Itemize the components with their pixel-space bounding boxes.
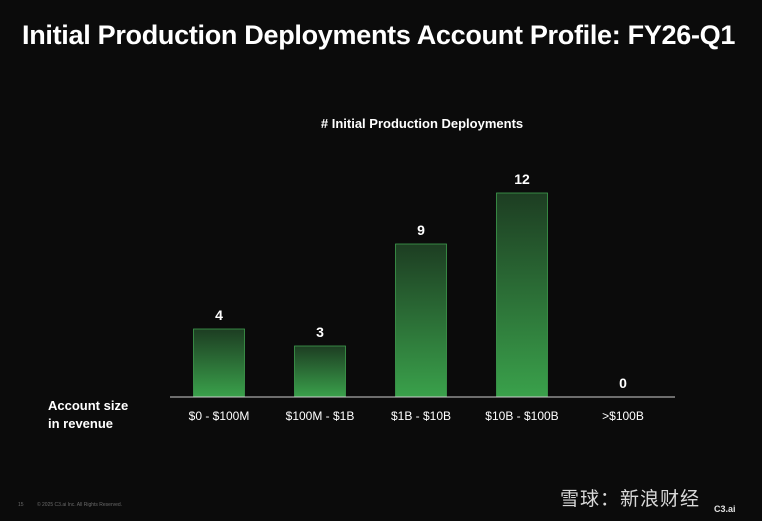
category-label-5: >$100B xyxy=(602,409,644,423)
category-label-1: $0 - $100M xyxy=(189,409,250,423)
x-axis-caption: Account size in revenue xyxy=(48,397,128,433)
bar-2 xyxy=(294,345,346,398)
bar-3 xyxy=(395,243,447,398)
category-label-4: $10B - $100B xyxy=(485,409,558,423)
bar-4 xyxy=(496,192,548,398)
bar-value-label-5: 0 xyxy=(619,375,627,391)
copyright-text: © 2025 C3.ai Inc. All Rights Reserved. xyxy=(36,502,123,508)
page-number: 15 xyxy=(18,502,24,508)
watermark-text: 雪球：新浪财经 xyxy=(560,489,701,510)
category-label-3: $1B - $10B xyxy=(391,409,451,423)
bar-value-label-3: 9 xyxy=(417,222,425,238)
slide-title: Initial Production Deployments Account P… xyxy=(22,20,736,50)
x-axis-caption-line-1: Account size xyxy=(48,398,129,413)
bar-value-label-1: 4 xyxy=(215,307,223,323)
bar-value-label-4: 12 xyxy=(514,171,530,187)
bar-1 xyxy=(193,328,245,398)
brand-logo: C3.ai xyxy=(714,504,736,514)
category-label-2: $100M - $1B xyxy=(286,409,355,423)
bar-value-label-2: 3 xyxy=(316,324,324,340)
x-axis-caption-line-2: in revenue xyxy=(48,416,114,431)
footer: 15 © 2025 C3.ai Inc. All Rights Reserved… xyxy=(18,502,134,508)
chart-title: # Initial Production Deployments xyxy=(320,116,524,131)
